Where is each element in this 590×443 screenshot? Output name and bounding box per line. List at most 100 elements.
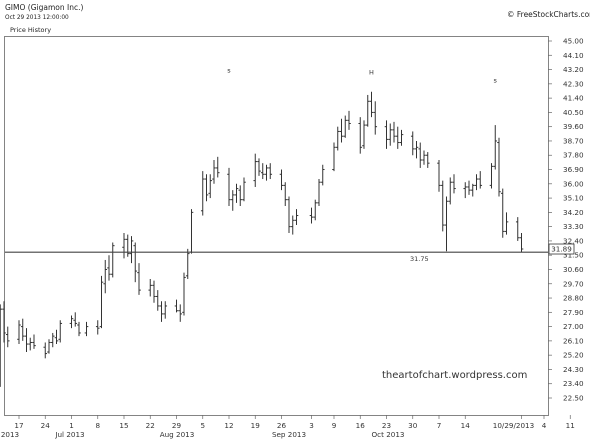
y-tick-label: 24.30 — [563, 365, 584, 374]
ohlc-bar — [163, 301, 168, 319]
y-tick-label: 43.20 — [563, 65, 584, 74]
copyright-label: © FreeStockCharts.com — [507, 10, 590, 19]
ohlc-bar — [339, 118, 344, 143]
ohlc-bar — [178, 304, 183, 322]
ohlc-bar — [358, 117, 363, 154]
y-tick-label: 27.90 — [563, 308, 584, 317]
x-tick-label: 23 — [382, 421, 391, 430]
ohlc-bar — [504, 212, 509, 235]
y-tick-label: 32.40 — [563, 236, 584, 245]
y-tick-label: 36.00 — [563, 179, 584, 188]
ohlc-bar — [444, 196, 449, 252]
ohlc-bar — [0, 304, 3, 387]
ohlc-bar — [335, 126, 340, 151]
y-tick-label: 44.10 — [563, 51, 584, 60]
x-tick-label: 11 — [566, 421, 575, 430]
ohlc-bar — [317, 179, 321, 207]
y-tick-label: 25.20 — [563, 351, 584, 360]
ohlc-bar — [84, 321, 89, 337]
ohlc-bars — [0, 91, 524, 387]
ohlc-bar — [58, 320, 63, 343]
ohlc-bar — [212, 160, 216, 184]
y-tick-label: 29.70 — [563, 279, 584, 288]
y-tick-label: 36.90 — [563, 165, 584, 174]
ohlc-bar — [103, 259, 108, 294]
y-tick-label: 38.70 — [563, 136, 584, 145]
ohlc-bar — [467, 180, 471, 195]
ohlc-bar — [452, 174, 456, 194]
price-tag-box — [548, 243, 575, 255]
ohlc-bar — [107, 255, 111, 281]
ohlc-bar — [418, 142, 423, 168]
x-axis: 17 24 1 8 15 22 29 5 12 19 26 3 9 16 23 30 7 14 10/29/2013… — [1, 415, 575, 439]
price-tag-text: 31.89 — [551, 245, 572, 254]
watermark: theartofchart.wordpress.com — [382, 370, 527, 381]
ohlc-bar — [47, 339, 51, 354]
ohlc-bar — [182, 272, 186, 316]
ohlc-bar — [373, 101, 378, 135]
ohlc-bar — [287, 196, 291, 233]
ohlc-bar — [50, 332, 55, 348]
x-tick-label: 22 — [146, 421, 155, 430]
ohlc-bar — [440, 180, 445, 232]
ohlc-bar — [283, 182, 288, 207]
ohlc-bar — [238, 185, 243, 207]
x-month-label: Jul 2013 — [54, 430, 84, 439]
ohlc-bar — [204, 174, 209, 202]
ohlc-bar — [17, 320, 21, 345]
y-tick-label: 30.60 — [563, 265, 584, 274]
ohlc-bar — [500, 188, 505, 238]
x-tick-label: 14 — [461, 421, 471, 430]
x-month-label: Aug 2013 — [160, 430, 195, 439]
price-tag: 31.89 — [548, 243, 575, 255]
ohlc-bar — [257, 158, 261, 176]
ohlc-bar — [515, 217, 520, 241]
y-tick-label: 22.50 — [563, 394, 584, 403]
ohlc-bar — [448, 177, 453, 205]
annotation-label: s — [227, 67, 231, 75]
ohlc-bar — [463, 182, 468, 199]
ohlc-bar — [425, 152, 430, 168]
ohlc-bar — [43, 342, 48, 359]
ohlc-bar — [208, 174, 213, 199]
ohlc-bar — [234, 183, 239, 203]
ohlc-bar — [320, 164, 325, 186]
ohlc-bar — [125, 234, 130, 257]
x-month-label: Sep 2013 — [272, 430, 306, 439]
ohlc-bar — [497, 137, 501, 197]
y-tick-label: 33.30 — [563, 222, 584, 231]
ohlc-bar — [437, 160, 441, 192]
ohlc-bar — [470, 183, 475, 197]
ohlc-bar — [332, 142, 336, 172]
ohlc-bar — [279, 169, 284, 191]
x-tick-label: 15 — [119, 421, 128, 430]
x-tick-label: 9 — [332, 421, 337, 430]
x-month-label: Oct 2013 — [371, 430, 404, 439]
ohlc-bar — [69, 315, 74, 329]
y-tick-label: 23.40 — [563, 379, 584, 388]
x-tick-label: 10/29/2013 — [493, 421, 534, 430]
y-tick-label: 31.50 — [563, 251, 584, 260]
ohlc-bar — [362, 120, 366, 149]
y-tick-label: 42.30 — [563, 79, 584, 88]
ohlc-bar — [122, 232, 126, 259]
ohlc-bar — [20, 318, 25, 341]
ohlc-bar — [489, 163, 494, 189]
x-tick-label: 5 — [200, 421, 205, 430]
ohlc-bar — [159, 301, 164, 322]
ohlc-bar — [215, 156, 220, 178]
ohlc-bar — [99, 275, 104, 329]
x-tick-label: 29 — [172, 421, 182, 430]
y-tick-label: 28.80 — [563, 294, 584, 303]
ohlc-bar — [410, 131, 415, 156]
x-tick-label: 16 — [356, 421, 366, 430]
y-tick-label: 41.40 — [563, 94, 584, 103]
x-month-label: 2013 — [1, 430, 19, 439]
y-tick-label: 27.00 — [563, 322, 584, 331]
ohlc-bar — [32, 334, 36, 349]
ohlc-bar — [148, 279, 153, 297]
y-tick-label: 37.80 — [563, 151, 584, 160]
ohlc-bar — [227, 167, 231, 207]
ohlc-bar — [369, 91, 374, 118]
